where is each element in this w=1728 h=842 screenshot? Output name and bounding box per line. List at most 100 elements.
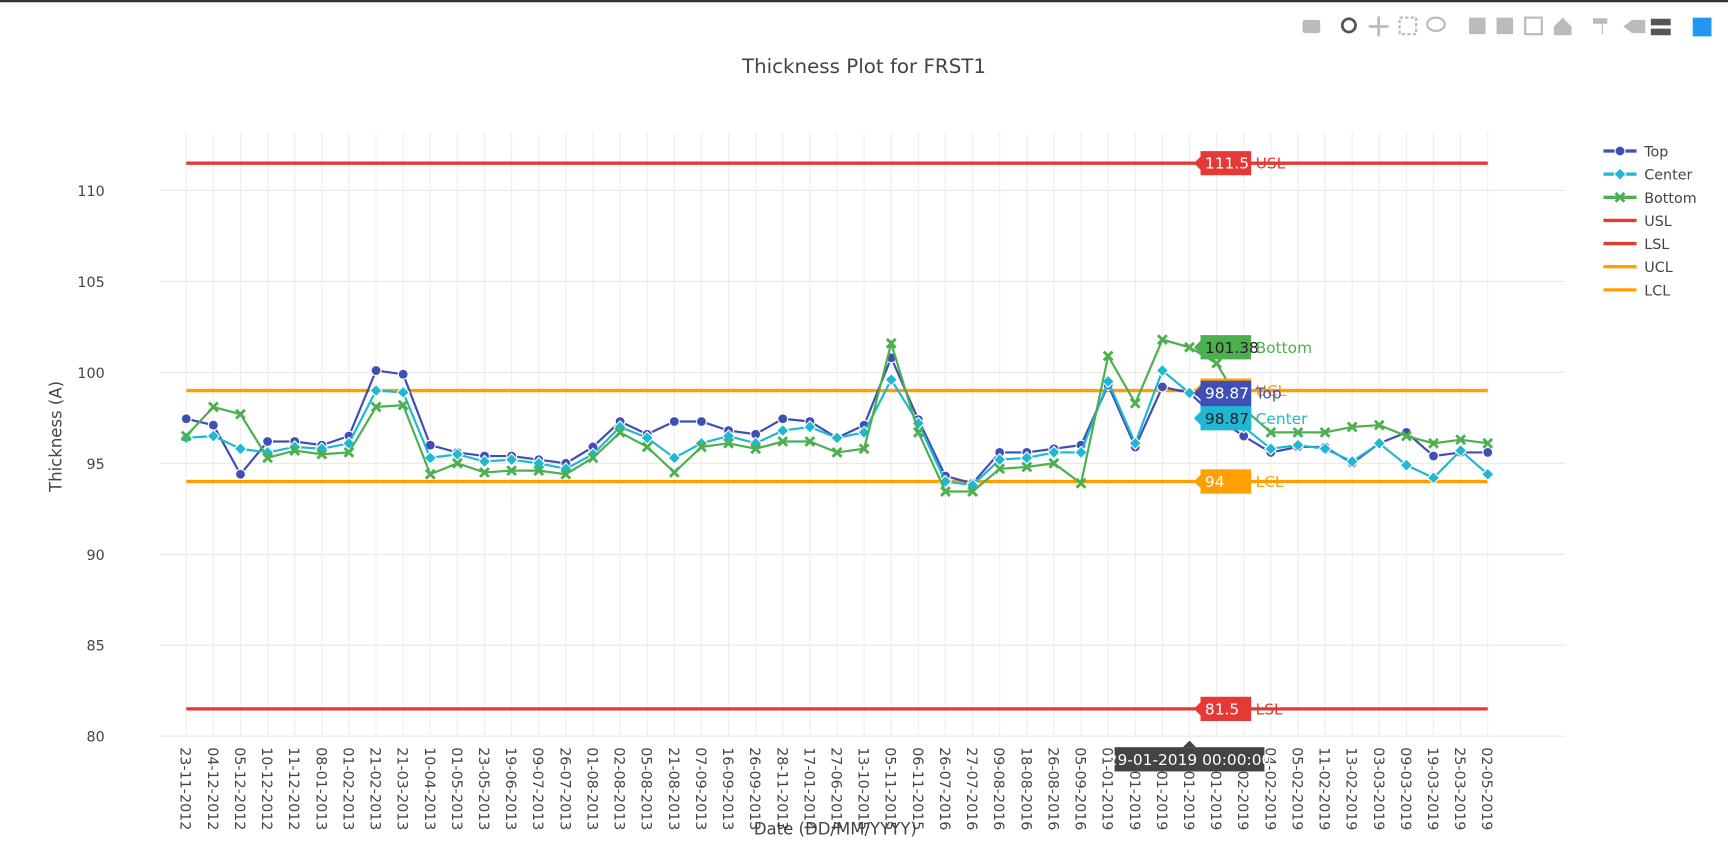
x-tick-label: 21-02-2013 — [367, 747, 383, 830]
box-select-icon[interactable] — [1398, 16, 1418, 36]
x-tick-label: 03-03-2019 — [1370, 747, 1386, 830]
hover-value: 98.87 — [1205, 410, 1249, 428]
x-tick-label: 17-01-2014 — [800, 747, 816, 830]
plotly-logo[interactable] — [1692, 17, 1712, 37]
home-icon[interactable] — [1553, 17, 1572, 36]
x-tick-label: 01-05-2013 — [448, 747, 464, 830]
x-tick-label: 11-12-2012 — [285, 747, 301, 830]
point — [696, 441, 707, 453]
y-axis-title: Thickness (A) — [47, 381, 66, 493]
x-tick-label: 02-08-2013 — [611, 747, 627, 830]
pan-icon[interactable] — [1368, 16, 1389, 37]
hover-value: 94 — [1205, 473, 1225, 491]
point — [1128, 436, 1143, 451]
point — [1399, 458, 1414, 472]
x-tick-label: 16-09-2013 — [719, 747, 735, 830]
hover-closest-icon[interactable] — [1623, 19, 1646, 34]
x-axis-title: Date (DD/MM/YYYY) — [754, 819, 917, 838]
legend-label: LSL — [1644, 237, 1669, 253]
legend-label: UCL — [1644, 260, 1672, 276]
point — [994, 463, 1006, 475]
point — [180, 430, 192, 442]
point — [695, 415, 707, 428]
x-tick-label: 23-11-2012 — [177, 747, 193, 830]
point — [1426, 471, 1441, 485]
hover-name: LCL — [1256, 473, 1284, 491]
hover-label: 94 LCL — [1193, 469, 1284, 494]
point — [992, 452, 1007, 467]
x-tick-label: 27-07-2016 — [963, 747, 979, 830]
x-tick-label: 01-01-2019 — [1099, 747, 1115, 830]
point — [560, 468, 572, 480]
y-tick-label: 90 — [86, 548, 104, 564]
point — [723, 437, 734, 449]
zoom-in-icon[interactable] — [1469, 17, 1486, 35]
hover-box — [1193, 151, 1252, 176]
point — [667, 451, 682, 465]
hover-box — [1193, 469, 1252, 494]
point — [506, 465, 518, 477]
point — [1129, 397, 1141, 409]
x-tick-label: 28-11-2013 — [773, 747, 789, 830]
y-tick-label: 105 — [77, 275, 104, 291]
zoom-out-icon[interactable] — [1496, 17, 1514, 35]
point — [1292, 426, 1304, 438]
x-tick-label: 26-08-2016 — [1044, 747, 1060, 830]
point — [831, 446, 843, 458]
x-tick-label: 19-06-2013 — [502, 747, 518, 830]
point — [884, 372, 899, 387]
hover-value: 101.38 — [1205, 339, 1259, 357]
x-tick-label: 21-03-2013 — [394, 747, 410, 830]
legend-label: Bottom — [1644, 191, 1697, 207]
point — [234, 468, 246, 480]
legend-marker — [1614, 191, 1626, 203]
point — [1453, 443, 1468, 458]
point — [1184, 341, 1195, 353]
autoscale-icon[interactable] — [1524, 16, 1543, 36]
point — [1074, 445, 1088, 460]
hover-value: 98.87 — [1205, 384, 1249, 402]
y-tick-label: 85 — [86, 639, 104, 655]
hover-compare-icon[interactable] — [1650, 18, 1671, 36]
hover-label: 81.5 LSL — [1193, 696, 1283, 722]
point — [1455, 434, 1467, 446]
hover-label: 98.87 Center — [1193, 406, 1308, 431]
point — [858, 443, 870, 455]
camera-icon[interactable] — [1302, 19, 1321, 34]
point — [479, 467, 490, 478]
hover-x-arrow — [1182, 740, 1197, 748]
point — [262, 452, 274, 464]
point — [1428, 450, 1440, 462]
point — [1345, 454, 1360, 469]
x-tick-label: 27-06-2014 — [827, 747, 843, 830]
point — [967, 486, 978, 497]
point — [1428, 437, 1439, 449]
lasso-icon[interactable] — [1426, 16, 1446, 32]
spike-icon[interactable] — [1592, 18, 1608, 35]
zoom-icon[interactable] — [1340, 17, 1357, 34]
modebar — [1302, 16, 1712, 37]
x-tick-label: 04-02-2019 — [1261, 747, 1277, 830]
point — [1021, 461, 1033, 473]
legend-marker — [1613, 167, 1627, 181]
x-tick-label: 19-03-2019 — [1424, 747, 1440, 830]
point — [477, 454, 492, 469]
point — [1263, 441, 1278, 456]
x-tick-label: 23-05-2013 — [475, 747, 491, 830]
point — [1346, 421, 1358, 433]
x-tick-label: 04-12-2012 — [204, 747, 220, 830]
x-tick-label: 01-02-2013 — [339, 747, 355, 830]
point — [287, 440, 302, 454]
point — [423, 451, 438, 465]
point — [206, 429, 221, 443]
hover-x-box — [1114, 747, 1265, 772]
x-tick-label: 05-02-2019 — [1288, 747, 1304, 830]
point — [938, 474, 953, 489]
point — [262, 435, 274, 448]
y-tick-label: 95 — [86, 457, 104, 473]
point — [1075, 477, 1087, 489]
hover-value: 111.5 — [1205, 155, 1249, 173]
x-tick-label: 11-02-2019 — [1316, 747, 1332, 830]
x-tick-label: 13-02-2019 — [1343, 747, 1359, 830]
x-tick-label: 26-09-2013 — [746, 747, 762, 830]
